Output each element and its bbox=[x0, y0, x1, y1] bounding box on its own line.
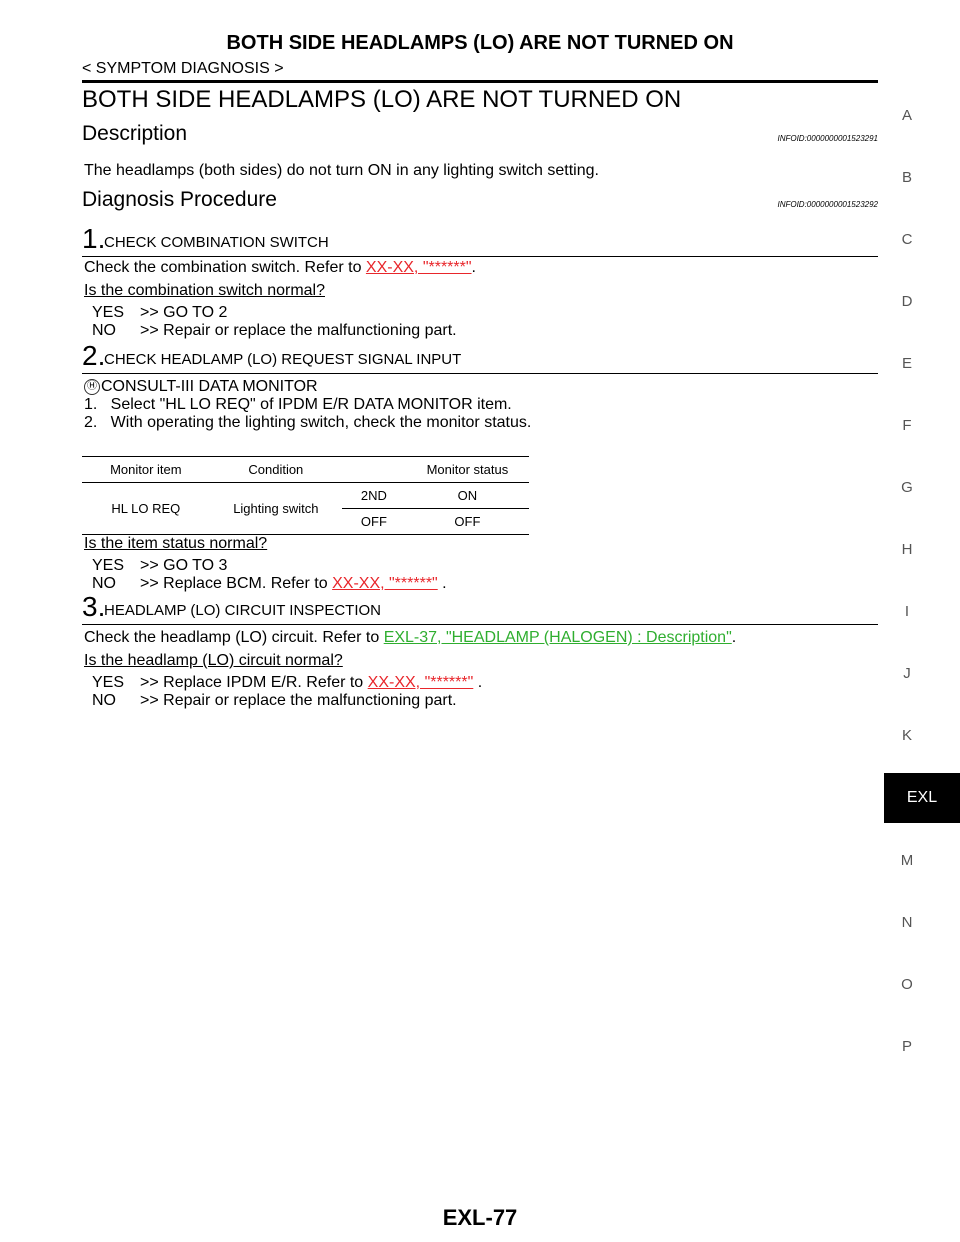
step-3-label: HEADLAMP (LO) CIRCUIT INSPECTION bbox=[104, 602, 381, 619]
table-cell: ON bbox=[405, 482, 529, 509]
side-index-n[interactable]: N bbox=[901, 914, 913, 931]
side-index-a[interactable]: A bbox=[901, 107, 912, 124]
step-1-text: Check the combination switch. Refer to X… bbox=[84, 259, 476, 276]
procedure-heading: Diagnosis Procedure bbox=[82, 188, 277, 211]
step-3-question: Is the headlamp (LO) circuit normal? bbox=[84, 652, 343, 669]
table-row: OFF OFF bbox=[82, 508, 529, 535]
side-index-exl-tab[interactable]: EXL bbox=[884, 773, 960, 823]
step-2-yes: YES >> GO TO 3 bbox=[92, 557, 228, 574]
side-index-b[interactable]: B bbox=[901, 169, 912, 186]
monitor-table: Monitor item Condition Monitor status HL… bbox=[82, 456, 529, 535]
step-1-no: NO >> Repair or replace the malfunctionin… bbox=[92, 322, 457, 339]
table-cell-condition: Lighting switch bbox=[209, 482, 342, 535]
side-index-c[interactable]: C bbox=[901, 231, 913, 248]
side-index-h[interactable]: H bbox=[901, 541, 913, 558]
bcm-link[interactable]: XX-XX, "******" bbox=[332, 575, 438, 592]
side-index-f[interactable]: F bbox=[902, 417, 912, 434]
step-1-question: Is the combination switch normal? bbox=[84, 282, 325, 299]
table-cell: OFF bbox=[341, 508, 406, 535]
consult-line: Ⓗ CONSULT-III DATA MONITOR bbox=[84, 378, 318, 396]
step-1-label: CHECK COMBINATION SWITCH bbox=[104, 234, 329, 251]
description-heading: Description bbox=[82, 122, 188, 145]
step-3-text: Check the headlamp (LO) circuit. Refer t… bbox=[84, 629, 737, 646]
side-index-e[interactable]: E bbox=[901, 355, 912, 372]
header-rule bbox=[82, 80, 878, 83]
side-index-i[interactable]: I bbox=[904, 603, 910, 620]
table-cell: 2ND bbox=[341, 482, 406, 509]
step-3-no: NO >> Repair or replace the malfunctionin… bbox=[92, 692, 457, 709]
step-2-item-1: 1. Select "HL LO REQ" of IPDM E/R DATA M… bbox=[84, 396, 512, 413]
table-row: HL LO REQ Lighting switch 2ND ON bbox=[82, 482, 529, 535]
procedure-infoid: INFOID:0000000001523292 bbox=[777, 200, 878, 209]
step-3-number: 3. bbox=[82, 591, 106, 622]
description-text: The headlamps (both sides) do not turn O… bbox=[84, 162, 599, 179]
ipdm-link[interactable]: XX-XX, "******" bbox=[367, 674, 474, 691]
combination-switch-link[interactable]: XX-XX, "******" bbox=[365, 259, 472, 276]
step-3-header: 3. HEADLAMP (LO) CIRCUIT INSPECTION bbox=[82, 591, 878, 625]
table-header: Condition bbox=[209, 456, 342, 483]
step-1-number: 1. bbox=[82, 223, 106, 254]
table-header-row: Monitor item Condition Monitor status bbox=[82, 456, 529, 483]
headlamp-halogen-link[interactable]: EXL-37, "HEADLAMP (HALOGEN) : Descriptio… bbox=[383, 629, 732, 646]
step-2-question: Is the item status normal? bbox=[84, 535, 268, 552]
step-2-no: NO >> Replace BCM. Refer to XX-XX, "*****… bbox=[92, 575, 447, 592]
page-header-title: BOTH SIDE HEADLAMPS (LO) ARE NOT TURNED … bbox=[226, 32, 734, 54]
step-2-header: 2. CHECK HEADLAMP (LO) REQUEST SIGNAL IN… bbox=[82, 340, 878, 374]
side-index-m[interactable]: M bbox=[900, 852, 914, 869]
step-2-label: CHECK HEADLAMP (LO) REQUEST SIGNAL INPUT bbox=[104, 351, 462, 368]
side-index-d[interactable]: D bbox=[901, 293, 913, 310]
consult-icon: Ⓗ bbox=[84, 378, 100, 395]
table-header: Monitor item bbox=[82, 456, 210, 483]
step-1-header: 1. CHECK COMBINATION SWITCH bbox=[82, 223, 878, 257]
side-index-k[interactable]: K bbox=[901, 727, 912, 744]
table-cell: OFF bbox=[405, 508, 529, 535]
breadcrumb: < SYMPTOM DIAGNOSIS > bbox=[82, 60, 284, 77]
side-index-p[interactable]: P bbox=[901, 1038, 912, 1055]
side-index-j[interactable]: J bbox=[903, 665, 911, 682]
step-1-yes: YES >> GO TO 2 bbox=[92, 304, 228, 321]
page-number: EXL-77 bbox=[442, 1205, 518, 1230]
table-header: Monitor status bbox=[405, 456, 529, 483]
side-index-g[interactable]: G bbox=[901, 479, 913, 496]
table-cell-item: HL LO REQ bbox=[82, 482, 210, 535]
page-title: BOTH SIDE HEADLAMPS (LO) ARE NOT TURNED … bbox=[82, 86, 682, 113]
step-2-number: 2. bbox=[82, 340, 106, 371]
step-3-yes: YES >> Replace IPDM E/R. Refer to XX-XX, … bbox=[92, 674, 483, 691]
side-index-o[interactable]: O bbox=[901, 976, 913, 993]
description-infoid: INFOID:0000000001523291 bbox=[777, 134, 878, 143]
step-2-item-2: 2. With operating the lighting switch, c… bbox=[84, 414, 532, 431]
